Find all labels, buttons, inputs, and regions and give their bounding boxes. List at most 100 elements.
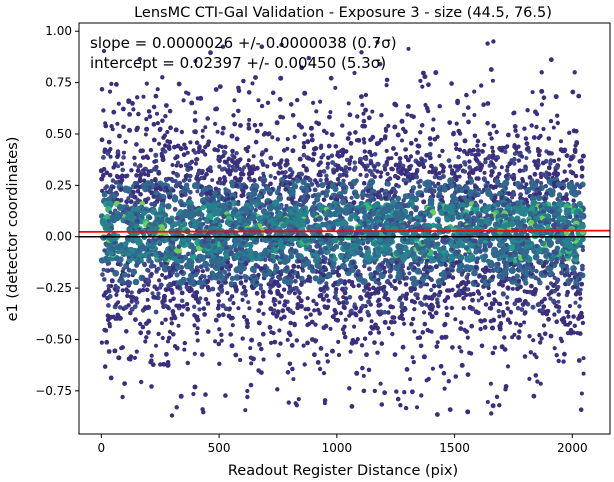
data-point — [319, 155, 324, 160]
data-point — [536, 152, 542, 158]
data-point — [325, 165, 330, 170]
data-point — [388, 304, 394, 310]
data-point — [221, 181, 226, 186]
data-point — [349, 195, 354, 200]
data-point — [155, 87, 160, 92]
data-point — [105, 313, 111, 319]
data-point — [221, 125, 226, 131]
data-point — [252, 250, 259, 257]
data-point — [247, 306, 252, 311]
data-point — [299, 124, 304, 130]
data-point — [282, 207, 287, 212]
data-point — [397, 280, 402, 285]
data-point — [528, 350, 533, 355]
data-point — [232, 161, 237, 166]
data-point — [465, 180, 470, 185]
data-point — [135, 95, 140, 100]
data-point — [461, 296, 466, 301]
data-point — [461, 279, 466, 285]
data-point — [278, 341, 283, 346]
data-point — [425, 108, 431, 114]
data-point — [241, 78, 246, 84]
data-point — [405, 112, 410, 117]
data-point — [429, 302, 434, 307]
data-point — [213, 339, 218, 344]
data-point — [248, 197, 256, 205]
data-point — [371, 196, 377, 202]
data-point — [341, 300, 346, 305]
data-point — [552, 158, 557, 164]
data-point — [324, 216, 329, 221]
data-point — [174, 215, 180, 221]
data-point — [379, 402, 385, 407]
data-point — [181, 98, 186, 103]
data-point — [153, 309, 159, 315]
data-point — [450, 287, 455, 292]
data-point — [436, 304, 441, 309]
data-point — [541, 126, 546, 132]
data-point — [111, 314, 116, 319]
data-point — [453, 142, 459, 147]
data-point — [531, 338, 536, 343]
data-point — [321, 197, 327, 203]
data-point — [329, 253, 333, 258]
data-point — [418, 130, 423, 135]
data-point — [352, 70, 357, 76]
data-point — [209, 169, 213, 174]
data-point — [288, 320, 294, 326]
data-point — [228, 250, 234, 256]
data-point — [236, 201, 241, 207]
data-point — [436, 219, 441, 224]
data-point — [336, 352, 342, 358]
data-point — [425, 327, 430, 333]
data-point — [104, 339, 110, 345]
data-point — [192, 384, 198, 390]
data-point — [578, 296, 583, 301]
data-point — [382, 390, 387, 396]
data-point — [301, 188, 306, 194]
data-point — [559, 185, 565, 191]
data-point — [449, 81, 454, 86]
data-point — [490, 274, 496, 280]
data-point — [444, 312, 450, 318]
data-point — [384, 77, 390, 83]
data-point — [450, 275, 456, 280]
data-point — [115, 312, 120, 317]
data-point — [138, 172, 144, 178]
data-point — [138, 192, 143, 197]
data-point — [475, 256, 481, 261]
data-point — [277, 300, 282, 305]
data-point — [109, 267, 115, 273]
data-point — [193, 110, 198, 115]
data-point — [313, 217, 318, 223]
data-point — [247, 241, 254, 248]
data-point — [315, 307, 321, 313]
data-point — [208, 50, 213, 56]
data-point — [394, 203, 401, 211]
data-point — [295, 302, 301, 307]
data-point — [202, 260, 210, 269]
data-point — [220, 219, 225, 224]
data-point — [99, 87, 105, 92]
data-point — [551, 298, 557, 304]
data-point — [272, 302, 277, 307]
data-point — [188, 173, 193, 179]
data-point — [369, 324, 374, 330]
data-point — [138, 330, 144, 336]
data-point — [399, 301, 405, 307]
data-point — [459, 349, 464, 354]
data-point — [457, 174, 462, 179]
data-point — [349, 308, 354, 314]
data-point — [496, 261, 501, 266]
data-point — [402, 203, 408, 209]
data-point — [184, 301, 190, 307]
data-point — [122, 245, 129, 252]
data-point — [433, 310, 439, 316]
data-point — [242, 314, 247, 319]
data-point — [518, 192, 523, 198]
data-point — [122, 241, 129, 247]
data-point — [561, 316, 566, 321]
data-point — [285, 306, 291, 312]
data-point — [274, 120, 280, 126]
data-point — [473, 153, 478, 158]
